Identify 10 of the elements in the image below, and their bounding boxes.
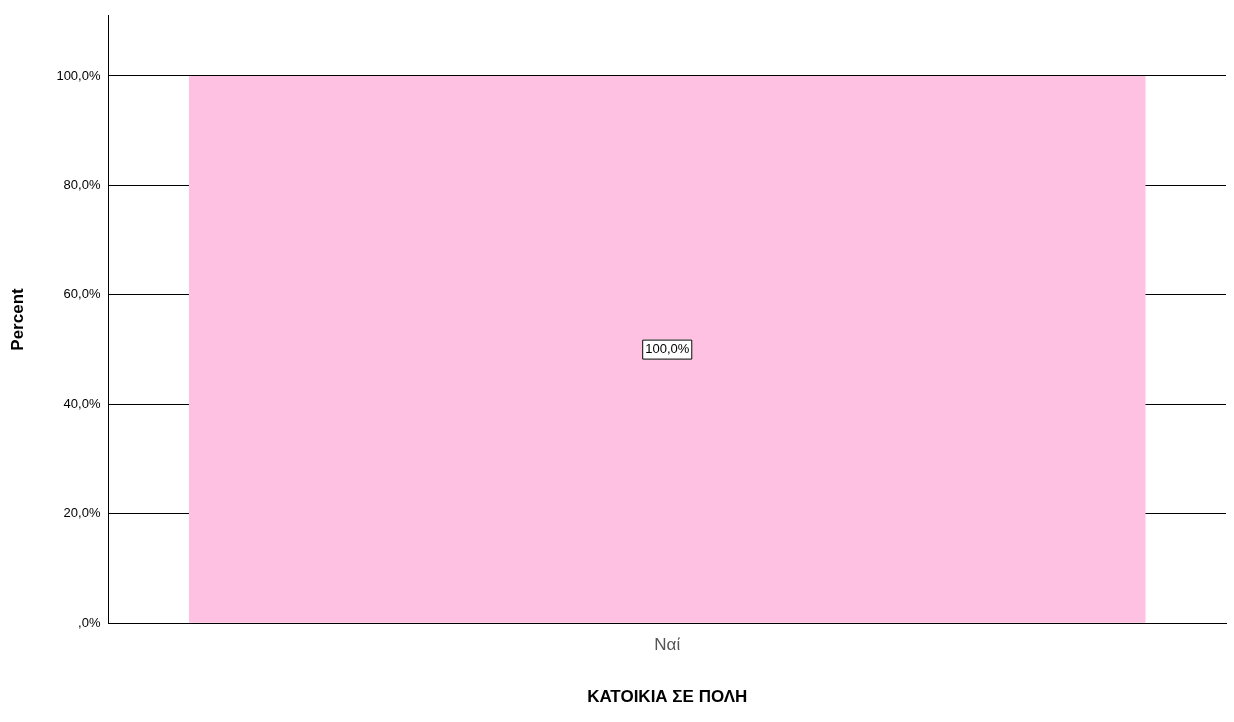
y-tick-label: 60,0% — [63, 286, 101, 302]
x-axis-title: ΚΑΤΟΙΚΙΑ ΣΕ ΠΟΛΗ — [587, 687, 748, 707]
x-tick-label: Ναί — [654, 635, 681, 655]
y-tick-label: ,0% — [78, 614, 101, 630]
y-axis-title: Percent — [7, 287, 27, 351]
y-tick-label: 40,0% — [63, 395, 101, 411]
y-tick-label: 80,0% — [63, 177, 101, 193]
data-label: 100,0% — [645, 341, 690, 357]
y-tick-label: 100,0% — [56, 67, 101, 83]
y-tick-label: 20,0% — [63, 505, 101, 521]
